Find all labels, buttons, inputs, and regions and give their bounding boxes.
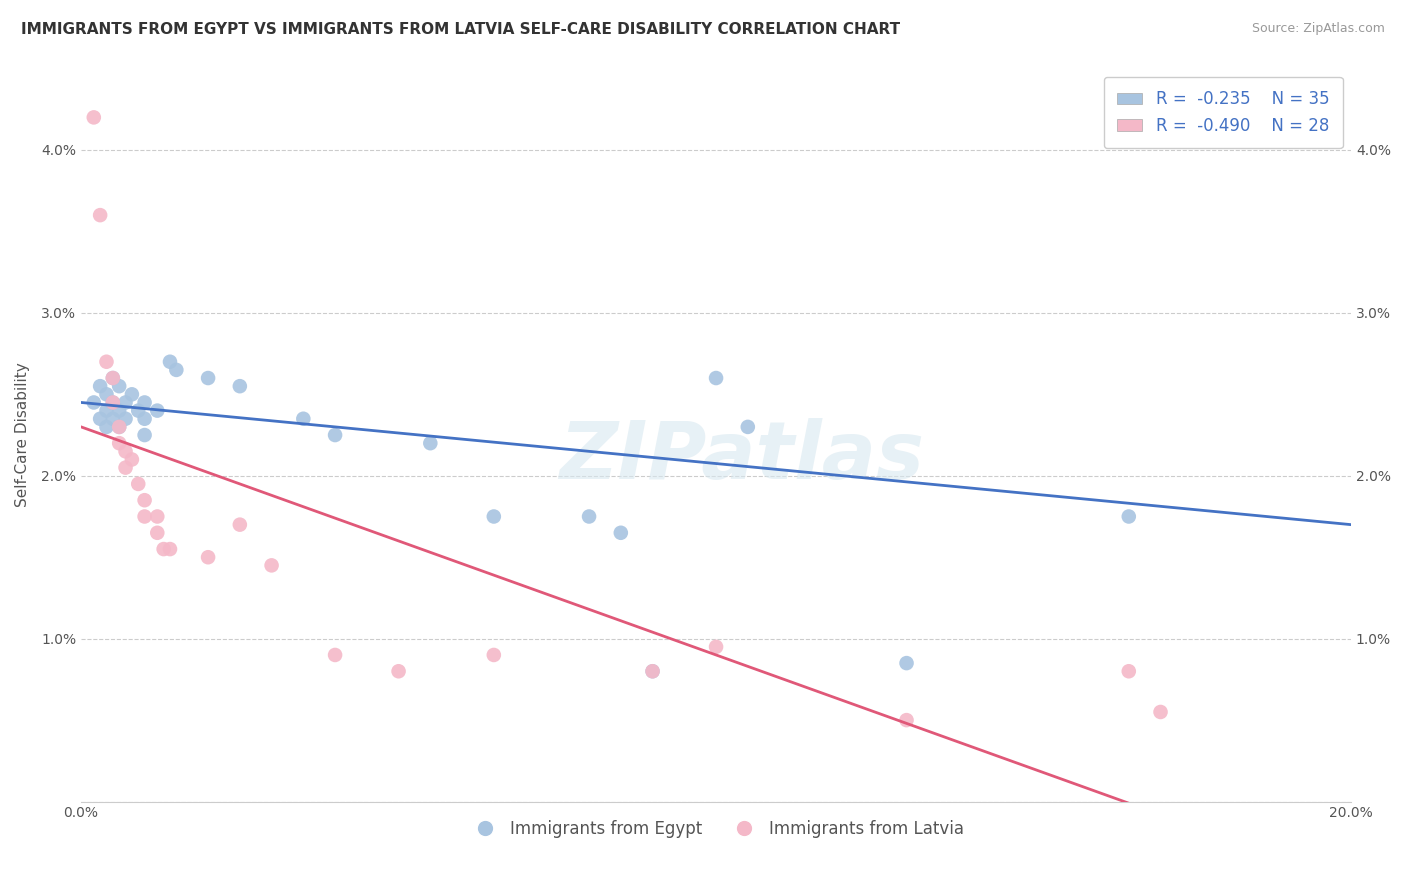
Point	[610, 525, 633, 540]
Point	[83, 111, 105, 125]
Point	[83, 395, 105, 409]
Point	[96, 355, 118, 369]
Point	[482, 509, 505, 524]
Point	[114, 395, 136, 409]
Point	[1118, 665, 1140, 679]
Point	[127, 477, 149, 491]
Point	[152, 542, 174, 557]
Text: IMMIGRANTS FROM EGYPT VS IMMIGRANTS FROM LATVIA SELF-CARE DISABILITY CORRELATION: IMMIGRANTS FROM EGYPT VS IMMIGRANTS FROM…	[21, 22, 900, 37]
Point	[134, 509, 156, 524]
Point	[114, 444, 136, 458]
Point	[260, 558, 283, 573]
Point	[89, 411, 111, 425]
Point	[96, 403, 118, 417]
Point	[578, 509, 600, 524]
Point	[108, 379, 131, 393]
Point	[146, 509, 169, 524]
Point	[482, 648, 505, 662]
Point	[134, 493, 156, 508]
Point	[896, 656, 918, 670]
Point	[134, 411, 156, 425]
Point	[704, 371, 727, 385]
Point	[108, 420, 131, 434]
Point	[108, 420, 131, 434]
Point	[101, 395, 124, 409]
Point	[127, 403, 149, 417]
Point	[108, 436, 131, 450]
Point	[292, 411, 315, 425]
Point	[737, 420, 759, 434]
Point	[89, 379, 111, 393]
Point	[121, 452, 143, 467]
Point	[134, 428, 156, 442]
Point	[229, 379, 252, 393]
Point	[101, 371, 124, 385]
Point	[323, 428, 346, 442]
Point	[896, 713, 918, 727]
Point	[146, 403, 169, 417]
Point	[159, 355, 181, 369]
Point	[101, 411, 124, 425]
Legend: Immigrants from Egypt, Immigrants from Latvia: Immigrants from Egypt, Immigrants from L…	[461, 814, 970, 845]
Point	[108, 403, 131, 417]
Point	[134, 395, 156, 409]
Point	[101, 395, 124, 409]
Point	[1118, 509, 1140, 524]
Point	[114, 411, 136, 425]
Point	[641, 665, 664, 679]
Point	[197, 371, 219, 385]
Point	[704, 640, 727, 654]
Point	[159, 542, 181, 557]
Point	[89, 208, 111, 222]
Y-axis label: Self-Care Disability: Self-Care Disability	[15, 363, 30, 508]
Point	[121, 387, 143, 401]
Point	[387, 665, 409, 679]
Point	[419, 436, 441, 450]
Point	[323, 648, 346, 662]
Point	[165, 363, 187, 377]
Point	[641, 665, 664, 679]
Point	[146, 525, 169, 540]
Text: ZIPatlas: ZIPatlas	[560, 418, 924, 496]
Text: Source: ZipAtlas.com: Source: ZipAtlas.com	[1251, 22, 1385, 36]
Point	[101, 371, 124, 385]
Point	[229, 517, 252, 532]
Point	[114, 460, 136, 475]
Point	[197, 550, 219, 565]
Point	[96, 420, 118, 434]
Point	[1149, 705, 1171, 719]
Point	[96, 387, 118, 401]
